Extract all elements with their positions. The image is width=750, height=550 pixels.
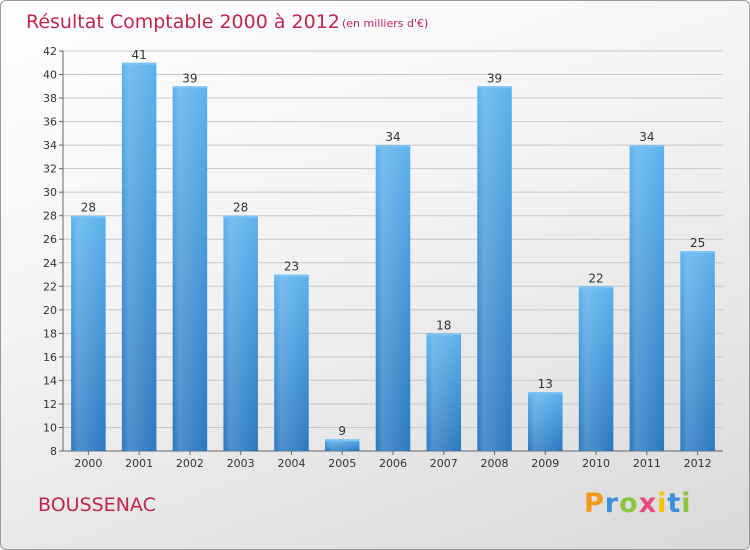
data-label: 13 — [538, 377, 553, 391]
y-tick-label: 8 — [50, 445, 57, 458]
logo-letter: x — [638, 488, 658, 519]
y-tick-label: 34 — [43, 139, 57, 152]
x-tick-label: 2001 — [125, 457, 153, 470]
bar-highlight — [71, 215, 106, 451]
bar-top — [375, 145, 411, 148]
bar-top — [274, 274, 309, 277]
commune-name: BOUSSENAC — [38, 494, 156, 516]
bar-highlight — [324, 439, 360, 451]
x-tick-label: 2007 — [430, 457, 458, 470]
y-tick-label: 38 — [43, 92, 57, 105]
x-tick-label: 2005 — [328, 457, 356, 470]
bar-highlight — [629, 145, 665, 451]
y-tick-label: 32 — [43, 163, 57, 176]
labels: 8 10 12 14 16 18 20 22 24 26 28 30 32 34 36 38 40 42 28 200… — [43, 45, 712, 470]
data-label: 25 — [690, 236, 705, 250]
logo-letter: i — [681, 488, 692, 519]
bar-top — [426, 333, 462, 336]
logo-letter: r — [604, 488, 620, 519]
logo-letter: P — [584, 488, 605, 519]
y-tick-label: 14 — [43, 374, 57, 387]
x-tick-label: 2000 — [74, 457, 102, 470]
y-tick-label: 12 — [43, 398, 57, 411]
logo-letter: o — [619, 488, 639, 519]
data-label: 34 — [385, 130, 400, 144]
data-label: 34 — [639, 130, 654, 144]
logo-letter: i — [657, 488, 668, 519]
bar-top — [71, 215, 106, 218]
y-tick-label: 10 — [43, 421, 57, 434]
chart-subtitle: (en milliers d'€) — [342, 17, 428, 30]
logo-letter: t — [667, 488, 682, 519]
data-label: 18 — [436, 318, 451, 332]
data-label: 28 — [233, 201, 248, 215]
y-tick-label: 22 — [43, 280, 57, 293]
bar-top — [477, 86, 512, 89]
bar-highlight — [172, 86, 208, 451]
bar-highlight — [477, 86, 512, 451]
bar-top — [680, 251, 715, 253]
bar-highlight — [578, 286, 614, 451]
bar-top — [172, 86, 208, 89]
x-tick-label: 2010 — [582, 457, 610, 470]
x-tick-label: 2003 — [227, 457, 255, 470]
bar-highlight — [121, 62, 157, 451]
x-tick-label: 2008 — [481, 457, 509, 470]
x-tick-label: 2004 — [277, 457, 305, 470]
data-label: 28 — [81, 201, 96, 215]
y-tick-label: 16 — [43, 351, 57, 364]
x-tick-label: 2002 — [176, 457, 204, 470]
y-tick-label: 18 — [43, 327, 57, 340]
bar-highlight — [274, 274, 309, 451]
bar-top — [528, 392, 563, 395]
y-tick-label: 24 — [43, 257, 57, 270]
x-tick-label: 2011 — [633, 457, 661, 470]
y-tick-label: 36 — [43, 116, 57, 129]
data-label: 22 — [588, 271, 603, 285]
y-tick-label: 42 — [43, 45, 57, 58]
bar-top — [629, 145, 665, 148]
proxiti-logo: Proxiti — [584, 488, 692, 519]
x-tick-label: 2006 — [379, 457, 407, 470]
bar-top — [324, 439, 360, 442]
bar-highlight — [680, 251, 715, 451]
bar-highlight — [375, 145, 411, 451]
bar-top — [223, 215, 258, 218]
y-tick-label: 26 — [43, 233, 57, 246]
bar-top — [578, 286, 614, 289]
data-label: 41 — [132, 48, 147, 62]
data-label: 39 — [487, 71, 502, 85]
x-tick-label: 2009 — [531, 457, 559, 470]
bar-top — [121, 62, 157, 65]
y-tick-label: 30 — [43, 186, 57, 199]
y-tick-label: 40 — [43, 69, 57, 82]
bar-highlight — [223, 215, 258, 451]
bars — [71, 62, 715, 451]
bar-highlight — [528, 392, 563, 451]
x-tick-label: 2012 — [684, 457, 712, 470]
data-label: 9 — [338, 424, 346, 438]
bar-highlight — [426, 333, 462, 451]
y-tick-label: 20 — [43, 304, 57, 317]
data-label: 39 — [182, 71, 197, 85]
data-label: 23 — [284, 260, 299, 274]
y-tick-label: 28 — [43, 210, 57, 223]
chart-title: Résultat Comptable 2000 à 2012 — [26, 11, 340, 33]
